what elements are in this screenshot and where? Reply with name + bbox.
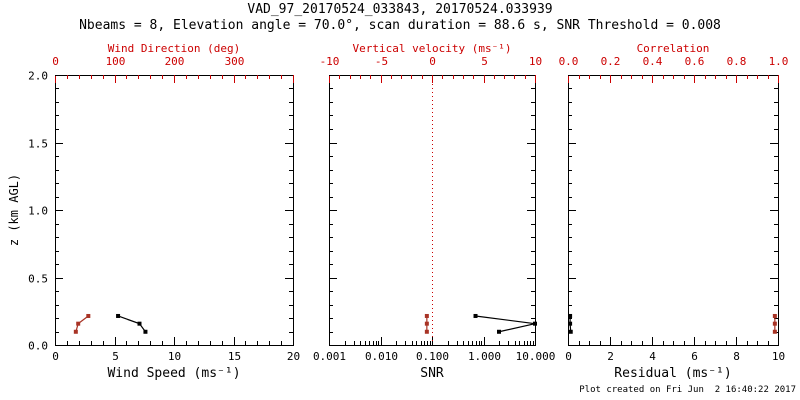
correlation-point: [772, 321, 777, 326]
residual-point: [568, 321, 573, 326]
snr-panel-top-tick-label: 0: [429, 55, 436, 68]
snr-panel-bottom-axis-title: SNR: [420, 366, 444, 381]
residual-point: [568, 329, 573, 334]
snr-panel-top-tick-label: 10: [529, 55, 542, 68]
vertical-velocity-point: [424, 313, 429, 318]
snr-point: [497, 329, 502, 334]
residual-series: [568, 313, 573, 334]
wind-direction-point: [73, 329, 78, 334]
wind-panel-bottom-tick-label: 0: [52, 350, 59, 363]
snr-panel-bottom-tick-label: 0.100: [416, 350, 449, 363]
correlation-point: [772, 329, 777, 334]
y-tick-label: 2.0: [28, 70, 48, 83]
snr-panel-bottom-tick-label: 10.000: [516, 350, 556, 363]
wind-panel-top-tick-label: 0: [52, 55, 59, 68]
snr-panel-top-tick-label: 5: [481, 55, 488, 68]
wind-speed-point: [137, 321, 142, 326]
plot-title: VAD_97_20170524_033843, 20170524.033939: [247, 2, 553, 17]
wind-speed-point: [116, 313, 121, 318]
y-tick-label: 1.5: [28, 138, 48, 151]
wind-direction-point: [76, 321, 81, 326]
plot-timestamp: Plot created on Fri Jun 2 16:40:22 2017: [579, 385, 796, 395]
residual-panel: 0 2 4 6 8 10 Residual (ms⁻¹) 0.0 0.2 0.4 0.6 0.8 1.0…: [559, 42, 789, 381]
vertical-velocity-series: [424, 313, 429, 334]
wind-panel-bottom-tick-label: 10: [168, 350, 181, 363]
wind-direction-series: [73, 313, 91, 334]
residual-panel-bottom-axis-title: Residual (ms⁻¹): [614, 366, 731, 381]
wind-panel-frame: [55, 75, 294, 346]
wind-direction-point: [86, 313, 91, 318]
residual-panel-top-tick-label: 0.4: [643, 55, 663, 68]
correlation-point: [772, 313, 777, 318]
residual-panel-top-tick-label: 0.0: [559, 55, 579, 68]
residual-point: [568, 313, 573, 318]
residual-panel-top-tick-label: 0.2: [601, 55, 621, 68]
wind-panel-bottom-tick-label: 20: [287, 350, 300, 363]
residual-panel-bottom-tick-label: 8: [733, 350, 740, 363]
residual-panel-bottom-tick-label: 10: [772, 350, 785, 363]
snr-series: [473, 313, 537, 334]
wind-panel-top-tick-label: 200: [165, 55, 185, 68]
y-tick-label: 1.0: [28, 205, 48, 218]
residual-panel-frame: [568, 75, 779, 346]
residual-panel-top-tick-label: 0.8: [727, 55, 747, 68]
residual-panel-bottom-tick-label: 4: [649, 350, 656, 363]
snr-point: [473, 313, 478, 318]
residual-panel-bottom-tick-label: 0: [565, 350, 572, 363]
residual-panel-top-tick-label: 0.6: [685, 55, 705, 68]
wind-panel-bottom-tick-label: 5: [112, 350, 119, 363]
wind-panel: 0 5 10 15 20 Wind Speed (ms⁻¹) 0 100 200 300Wind …: [28, 42, 300, 381]
snr-panel-bottom-tick-label: 0.001: [313, 350, 346, 363]
residual-panel-top-tick-label: 1.0: [769, 55, 789, 68]
wind-panel-bottom-tick-label: 15: [228, 350, 241, 363]
residual-panel-top-axis-title: Correlation: [637, 42, 710, 55]
wind-panel-top-tick-label: 100: [106, 55, 126, 68]
snr-panel-bottom-tick-label: 0.010: [365, 350, 398, 363]
y-tick-label: 0.5: [28, 273, 48, 286]
snr-panel-top-tick-label: -10: [320, 55, 340, 68]
wind-speed-series: [116, 313, 148, 334]
snr-panel: 0.001 0.010 0.100 1.000 10.000 SNR -10 -5 0 5 10 Ve…: [313, 42, 555, 381]
vertical-velocity-point: [424, 329, 429, 334]
wind-panel-top-axis-title: Wind Direction (deg): [108, 42, 240, 55]
wind-speed-point: [143, 329, 148, 334]
snr-panel-bottom-tick-label: 1.000: [468, 350, 501, 363]
snr-panel-top-axis-title: Vertical velocity (ms⁻¹): [353, 42, 512, 55]
y-tick-label: 0.0: [28, 340, 48, 353]
snr-point: [533, 321, 537, 326]
residual-panel-bottom-tick-label: 2: [607, 350, 614, 363]
snr-panel-top-tick-label: -5: [375, 55, 388, 68]
correlation-series: [772, 313, 777, 334]
wind-panel-bottom-axis-title: Wind Speed (ms⁻¹): [107, 366, 240, 381]
residual-panel-bottom-tick-label: 6: [691, 350, 698, 363]
wind-panel-top-tick-label: 300: [225, 55, 245, 68]
plot-subtitle: Nbeams = 8, Elevation angle = 70.0°, sca…: [79, 18, 721, 33]
vertical-velocity-point: [424, 321, 429, 326]
